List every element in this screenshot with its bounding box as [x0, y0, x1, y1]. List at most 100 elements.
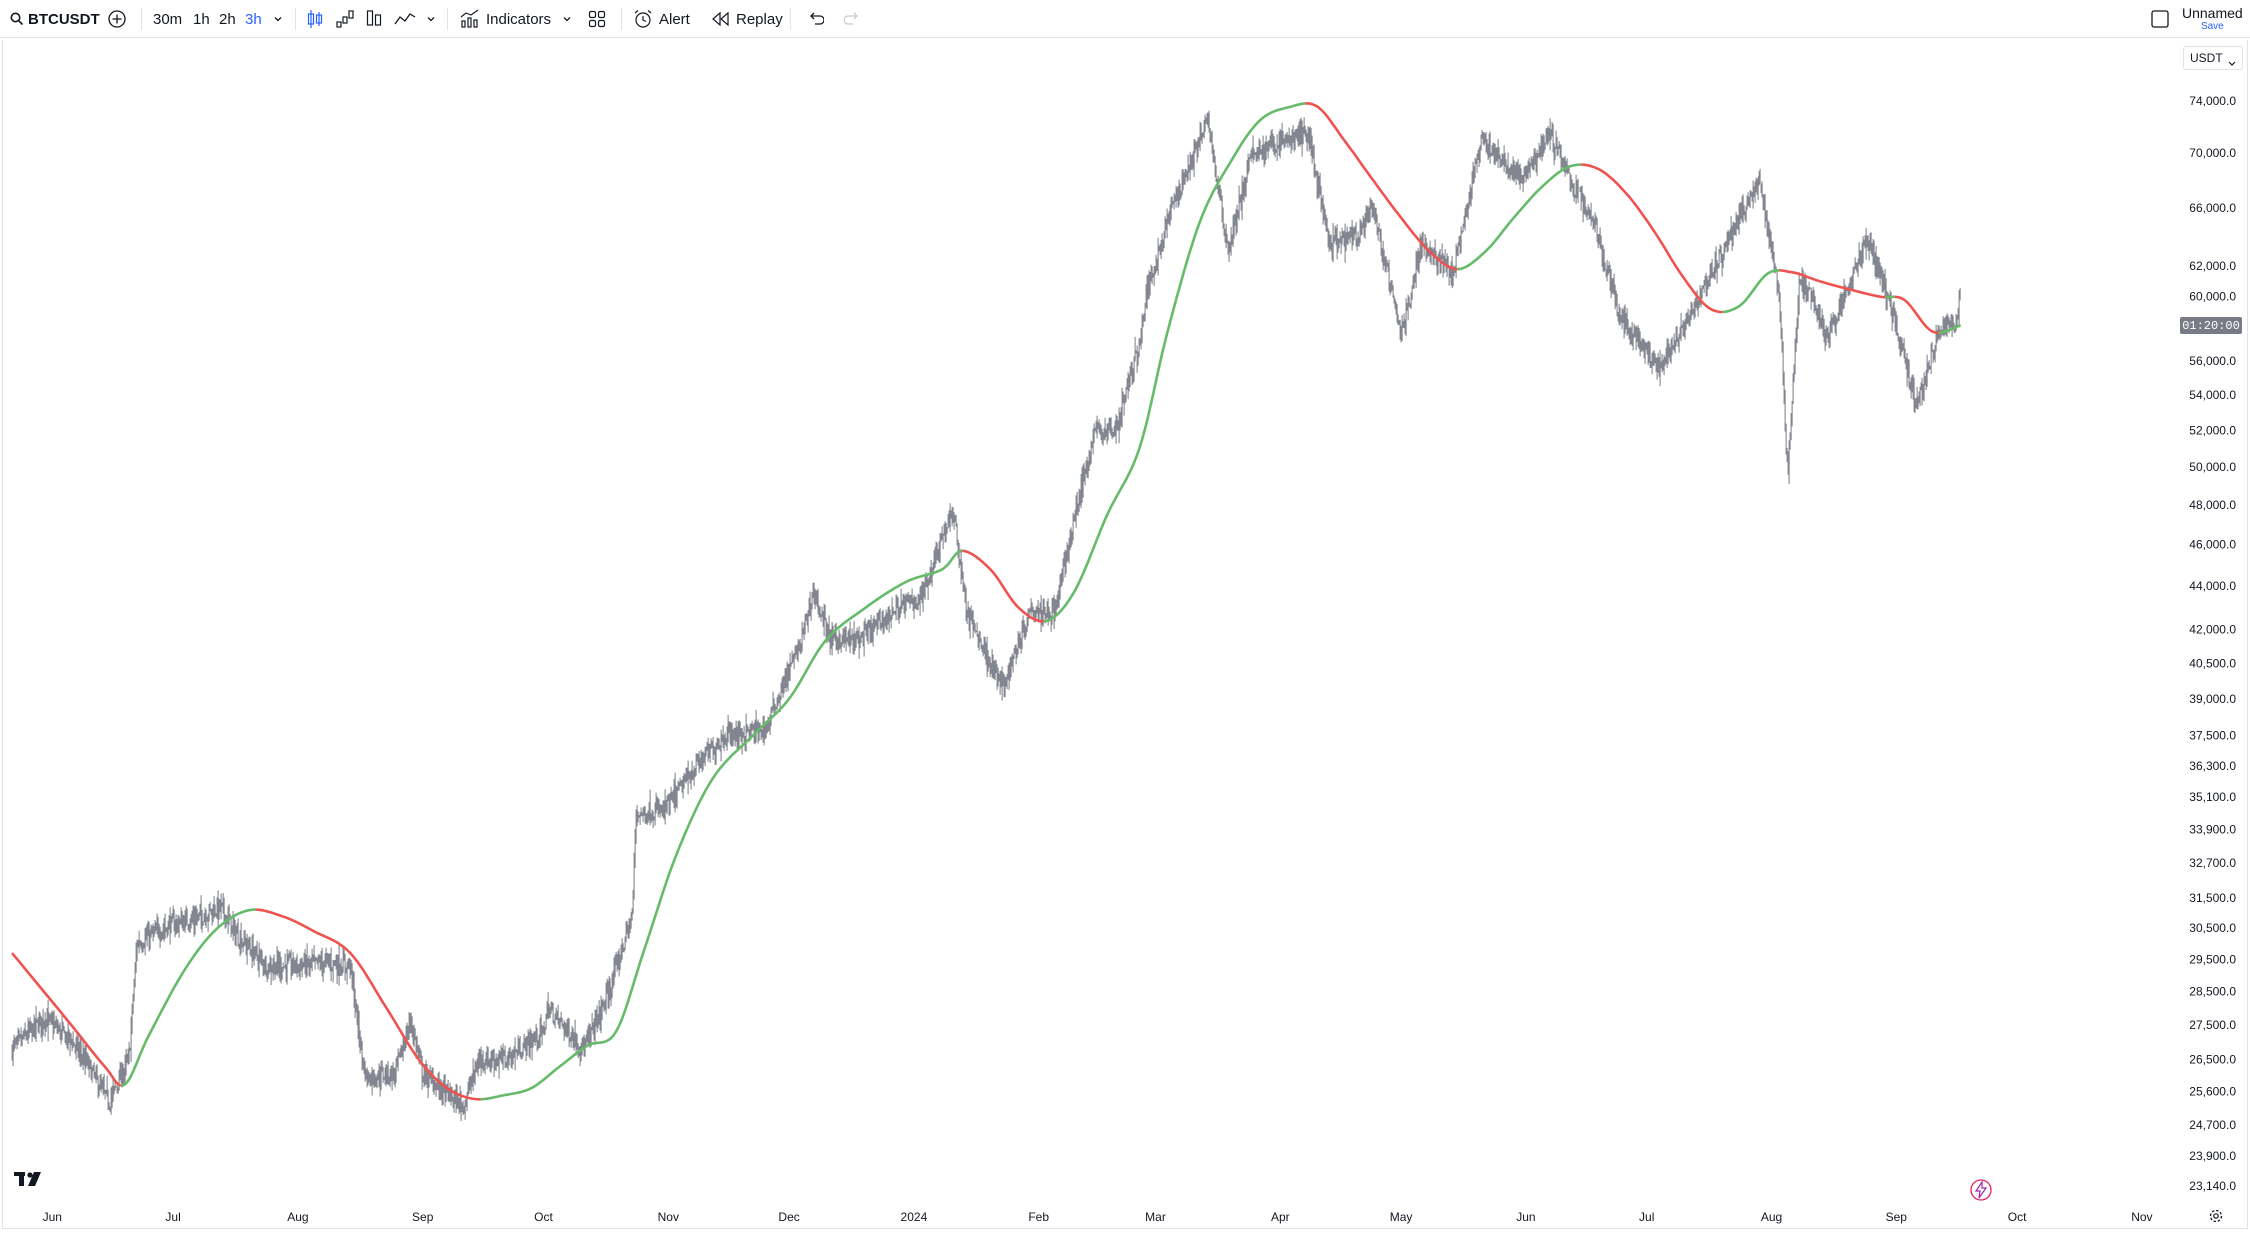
replay-label: Replay: [736, 10, 783, 28]
divider: [141, 8, 142, 30]
price-axis-label: 52,000.0: [2189, 423, 2236, 437]
price-axis-label: 74,000.0: [2189, 94, 2236, 108]
moving-average-falling-segment: [1581, 163, 1723, 314]
price-axis-label: 42,000.0: [2189, 623, 2236, 637]
line-break-icon: [336, 9, 354, 29]
top-toolbar: BTCUSDT 30m 1h 2h 3h Indicators Alert: [0, 0, 2250, 38]
redo-button[interactable]: [844, 0, 862, 38]
indicators-button[interactable]: Indicators: [460, 0, 551, 38]
time-axis-label: Jul: [165, 1210, 180, 1224]
time-axis-label: Mar: [1145, 1210, 1166, 1224]
time-axis-label: Sep: [1886, 1210, 1908, 1224]
search-icon: [10, 12, 24, 26]
time-axis-label: Oct: [2008, 1210, 2027, 1224]
time-axis-label: Jul: [1639, 1210, 1654, 1224]
moving-average-line: [11, 102, 1962, 1101]
price-axis-label: 70,000.0: [2189, 146, 2236, 160]
alarm-clock-icon: [633, 9, 653, 29]
time-axis-label: Jun: [43, 1210, 62, 1224]
templates-button[interactable]: [588, 0, 606, 38]
price-bars: [11, 110, 1961, 1122]
time-axis-label: Aug: [1761, 1210, 1782, 1224]
moving-average-rising-segment: [120, 908, 257, 1087]
time-axis-label: Sep: [412, 1210, 434, 1224]
currency-label: USDT: [2190, 51, 2223, 65]
layout-select-checkbox[interactable]: [2150, 0, 2170, 38]
time-axis[interactable]: Jun Jul Aug Sep Oct Nov Dec 2024 Feb Mar Apr May Jun…: [43, 1210, 2153, 1224]
currency-select[interactable]: USDT: [2183, 46, 2243, 70]
time-axis-label: Feb: [1028, 1210, 1049, 1224]
price-axis-label: 56,000.0: [2189, 354, 2236, 368]
tradingview-logo-icon[interactable]: [14, 1170, 46, 1193]
moving-average-rising-segment: [1722, 268, 1780, 314]
time-axis-label: Nov: [658, 1210, 679, 1224]
compare-symbol-button[interactable]: [107, 0, 127, 38]
alert-button[interactable]: Alert: [633, 0, 690, 38]
time-axis-label: 2024: [901, 1210, 928, 1224]
bar-chart-icon: [366, 9, 382, 29]
price-axis-label: 37,500.0: [2189, 728, 2236, 742]
chart-pane[interactable]: [2, 40, 2248, 1229]
price-axis-label: 44,000.0: [2189, 579, 2236, 593]
price-axis-label: 50,000.0: [2189, 460, 2236, 474]
price-axis-label: 26,500.0: [2189, 1053, 2236, 1067]
moving-average-falling-segment: [1305, 102, 1458, 271]
undo-button[interactable]: [806, 0, 824, 38]
price-axis-label: 32,700.0: [2189, 856, 2236, 870]
line-break-style-button[interactable]: [336, 0, 354, 38]
plus-circle-icon: [107, 9, 127, 29]
save-link[interactable]: Save: [2200, 21, 2224, 32]
time-axis-label: Jun: [1516, 1210, 1535, 1224]
line-chart-icon: [394, 9, 416, 29]
chart-style-dropdown[interactable]: [426, 0, 436, 38]
lightning-icon[interactable]: [1969, 1178, 1993, 1207]
price-axis-label: 23,900.0: [2189, 1149, 2236, 1163]
interval-dropdown[interactable]: [273, 0, 283, 38]
layout-name: Unnamed: [2182, 5, 2243, 21]
price-axis-label: 48,000.0: [2189, 498, 2236, 512]
time-axis-label: Nov: [2131, 1210, 2152, 1224]
replay-button[interactable]: Replay: [712, 0, 783, 38]
price-axis-label: 36,300.0: [2189, 759, 2236, 773]
checkbox-icon: [2150, 9, 2170, 29]
divider: [621, 8, 622, 30]
price-axis-label: 23,140.0: [2189, 1179, 2236, 1193]
chevron-down-icon: [273, 14, 283, 24]
interval-2h[interactable]: 2h: [219, 10, 236, 28]
interval-3h[interactable]: 3h: [245, 10, 262, 28]
moving-average-falling-segment: [11, 952, 122, 1087]
moving-average-falling-segment: [962, 549, 1044, 623]
interval-30m[interactable]: 30m: [153, 10, 183, 28]
line-style-button[interactable]: [394, 0, 416, 38]
indicators-icon: [460, 9, 480, 29]
divider: [790, 8, 791, 30]
time-axis-label: Dec: [778, 1210, 799, 1224]
price-axis-label: 46,000.0: [2189, 538, 2236, 552]
redo-icon: [844, 12, 862, 26]
candles-style-button[interactable]: [307, 0, 323, 38]
alert-label: Alert: [659, 10, 690, 28]
chevron-down-icon: [426, 14, 436, 24]
price-axis-label: 24,700.0: [2189, 1118, 2236, 1132]
moving-average-falling-segment: [1894, 295, 1939, 334]
price-axis-label: 29,500.0: [2189, 952, 2236, 966]
price-axis-label: 27,500.0: [2189, 1018, 2236, 1032]
price-axis-label: 39,000.0: [2189, 692, 2236, 706]
interval-1h[interactable]: 1h: [193, 10, 210, 28]
time-axis-label: Apr: [1271, 1210, 1290, 1224]
chevron-down-icon: [562, 14, 572, 24]
indicators-dropdown[interactable]: [562, 0, 572, 38]
layout-name-button[interactable]: Unnamed Save: [2182, 0, 2243, 38]
symbol-search[interactable]: BTCUSDT: [10, 0, 100, 38]
moving-average-rising-segment: [480, 549, 963, 1101]
grid-icon: [588, 10, 606, 28]
moving-average-falling-segment: [256, 908, 481, 1101]
bars-style-button[interactable]: [366, 0, 382, 38]
moving-average-rising-segment: [1938, 323, 1962, 334]
price-axis-label: 28,500.0: [2189, 985, 2236, 999]
price-axis[interactable]: 74,000.0 70,000.0 66,000.0 62,000.0 60,000.0…: [2189, 94, 2236, 1193]
price-axis-label: 62,000.0: [2189, 259, 2236, 273]
moving-average-rising-segment: [1043, 102, 1306, 623]
gear-icon[interactable]: [2208, 1208, 2224, 1229]
